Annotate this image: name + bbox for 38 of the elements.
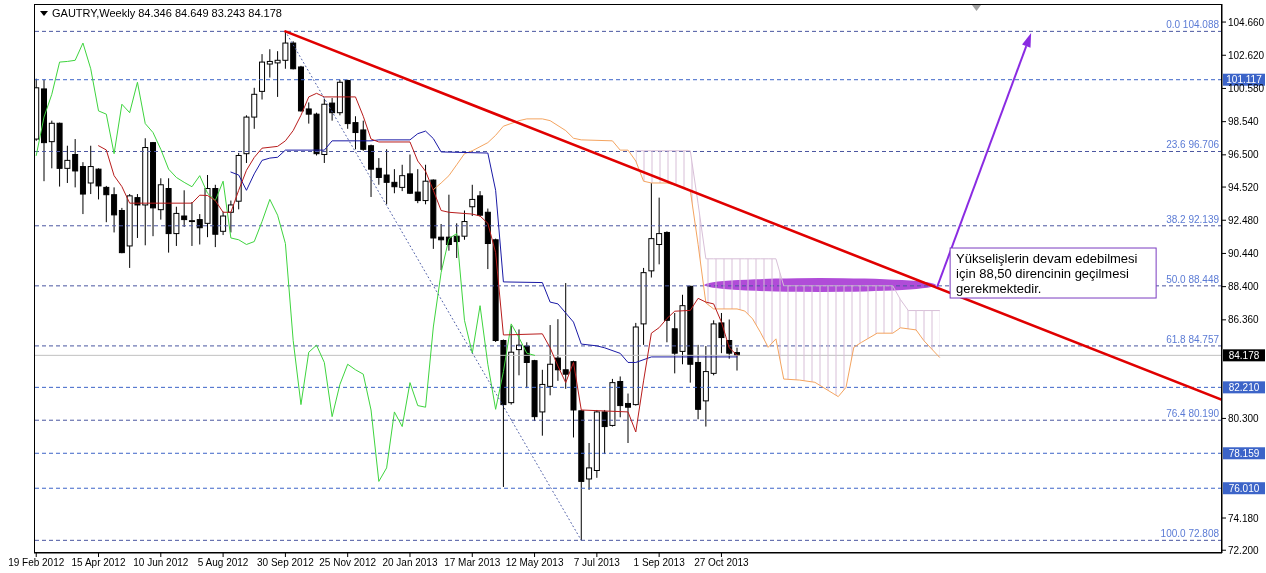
- y-tick-label: 98.540: [1228, 116, 1260, 128]
- y-tick-label: 92.480: [1228, 214, 1260, 226]
- ref-line-label: 0.0 104.088: [1166, 19, 1220, 31]
- y-tick-label: 104.660: [1228, 16, 1265, 28]
- ref-line-label: 78.159: [1228, 447, 1260, 459]
- ref-line-label: 38.2 92.139: [1166, 213, 1220, 225]
- y-tick-label: 88.400: [1228, 281, 1260, 293]
- x-tick-label: 20 Jan 2013: [382, 557, 438, 569]
- y-tick-label: 102.620: [1228, 49, 1265, 61]
- x-tick-label: 19 Feb 2012: [8, 557, 65, 569]
- y-tick-label: 100.580: [1228, 83, 1265, 94]
- x-tick-label: 25 Nov 2012: [319, 557, 377, 569]
- x-tick-label: 7 Jul 2013: [573, 557, 621, 569]
- x-tick-label: 1 Sep 2013: [633, 557, 686, 569]
- ref-line-label: 76.4 80.190: [1166, 408, 1220, 420]
- ref-line-label: 82.210: [1228, 381, 1260, 393]
- x-tick-label: 30 Sep 2012: [257, 557, 315, 569]
- ref-line-label: 100.0 72.808: [1160, 528, 1220, 540]
- x-tick-label: 27 Oct 2013: [694, 557, 750, 569]
- x-tick-label: 10 Jun 2012: [133, 557, 189, 569]
- ref-line-label: 23.6 96.706: [1166, 139, 1220, 151]
- ref-line-label: 101.117: [1226, 74, 1263, 86]
- y-tick-label: 90.440: [1228, 247, 1260, 259]
- y-tick-label: 72.200: [1228, 544, 1260, 556]
- ref-line-label: 84.178: [1228, 349, 1260, 361]
- y-tick-label: 94.520: [1228, 181, 1260, 193]
- ref-line-label: 76.010: [1228, 482, 1260, 494]
- chart-title: GAUTRY,Weekly 84.346 84.649 83.243 84.178: [52, 7, 282, 19]
- y-tick-label: 96.500: [1228, 149, 1260, 161]
- y-tick-label: 80.300: [1228, 412, 1260, 424]
- x-tick-label: 17 Mar 2013: [444, 557, 501, 569]
- ref-line-label: 50.0 88.448: [1166, 273, 1220, 285]
- x-tick-label: 5 Aug 2012: [197, 557, 249, 569]
- ref-line-label: 61.8 84.757: [1166, 333, 1220, 345]
- x-tick-label: 15 Apr 2012: [71, 557, 126, 569]
- x-tick-label: 12 May 2013: [505, 557, 564, 569]
- y-tick-label: 74.180: [1228, 512, 1260, 524]
- y-tick-label: 86.360: [1228, 314, 1260, 326]
